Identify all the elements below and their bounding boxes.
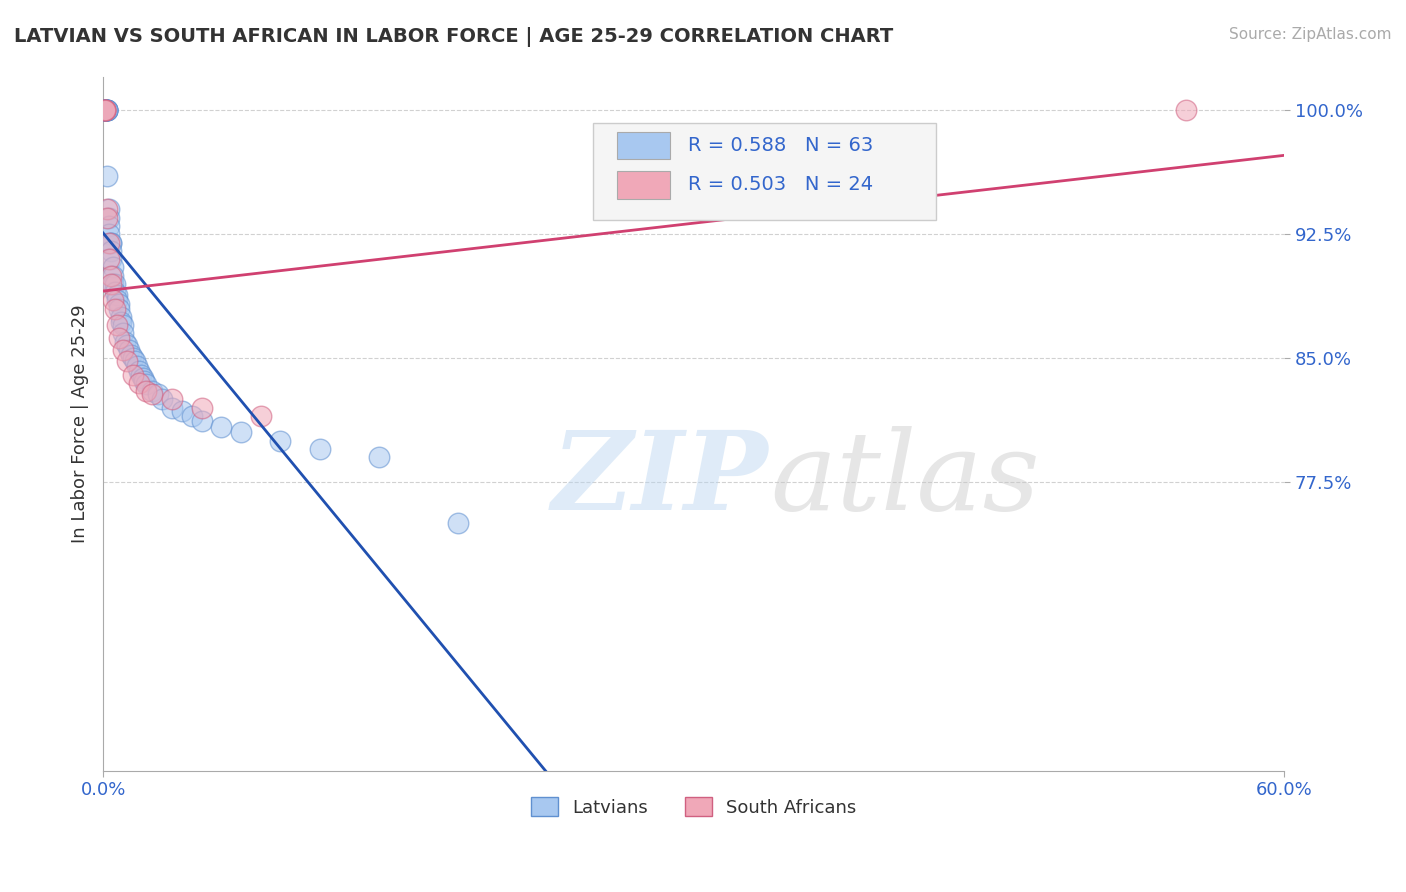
Text: atlas: atlas — [770, 425, 1040, 533]
Point — [94, 103, 117, 118]
Point — [101, 260, 124, 275]
Point — [118, 343, 141, 357]
Point — [108, 301, 131, 316]
Point — [98, 219, 121, 233]
Point — [104, 277, 127, 291]
Point — [446, 516, 468, 530]
Point — [1175, 103, 1198, 118]
Point — [124, 354, 146, 368]
Point — [160, 401, 183, 415]
Point — [308, 442, 330, 456]
Point — [94, 103, 117, 118]
Point — [96, 103, 118, 118]
Point — [114, 334, 136, 349]
Point — [94, 103, 117, 118]
FancyBboxPatch shape — [593, 122, 936, 219]
Point — [94, 103, 117, 118]
Point — [129, 368, 152, 382]
Point — [105, 288, 128, 302]
Point — [108, 296, 131, 310]
Point — [98, 202, 121, 217]
Point — [100, 235, 122, 250]
Point — [120, 348, 142, 362]
Point — [131, 371, 153, 385]
Point — [104, 301, 127, 316]
Point — [96, 103, 118, 118]
Point — [94, 103, 117, 118]
Point — [121, 368, 143, 382]
Point — [229, 425, 252, 440]
Point — [96, 103, 118, 118]
Point — [125, 359, 148, 374]
Point — [115, 338, 138, 352]
Point — [94, 103, 117, 118]
Point — [100, 235, 122, 250]
Point — [115, 354, 138, 368]
Point — [111, 318, 134, 332]
Point — [209, 420, 232, 434]
Point — [94, 103, 117, 118]
Point — [94, 103, 117, 118]
Point — [96, 103, 118, 118]
Text: Source: ZipAtlas.com: Source: ZipAtlas.com — [1229, 27, 1392, 42]
Point — [98, 211, 121, 225]
Point — [96, 103, 118, 118]
Point — [190, 401, 212, 415]
Text: R = 0.588   N = 63: R = 0.588 N = 63 — [688, 136, 873, 155]
Y-axis label: In Labor Force | Age 25-29: In Labor Force | Age 25-29 — [72, 305, 89, 543]
Point — [101, 293, 124, 308]
Point — [98, 235, 121, 250]
Point — [96, 103, 118, 118]
Point — [100, 268, 122, 283]
Point — [111, 326, 134, 341]
Point — [104, 285, 127, 299]
Point — [121, 351, 143, 365]
Point — [141, 384, 163, 398]
Point — [105, 318, 128, 332]
Point — [141, 387, 163, 401]
Point — [94, 103, 117, 118]
Point — [110, 315, 132, 329]
Text: R = 0.503   N = 24: R = 0.503 N = 24 — [688, 176, 873, 194]
Legend: Latvians, South Africans: Latvians, South Africans — [524, 790, 863, 824]
Point — [94, 103, 117, 118]
Point — [98, 252, 121, 266]
Point — [269, 434, 291, 448]
Point — [100, 244, 122, 258]
Point — [111, 343, 134, 357]
Point — [128, 364, 150, 378]
Point — [96, 169, 118, 184]
Point — [94, 103, 117, 118]
Point — [128, 376, 150, 390]
Point — [190, 414, 212, 428]
Point — [135, 384, 157, 398]
Point — [94, 103, 117, 118]
Point — [150, 392, 173, 407]
Point — [96, 202, 118, 217]
Point — [160, 392, 183, 407]
Point — [249, 409, 271, 423]
Point — [96, 211, 118, 225]
Point — [100, 277, 122, 291]
Bar — [617, 171, 671, 199]
Point — [98, 227, 121, 242]
Point — [148, 387, 170, 401]
Point — [170, 404, 193, 418]
Point — [101, 268, 124, 283]
Point — [94, 103, 117, 118]
Point — [100, 252, 122, 266]
Text: LATVIAN VS SOUTH AFRICAN IN LABOR FORCE | AGE 25-29 CORRELATION CHART: LATVIAN VS SOUTH AFRICAN IN LABOR FORCE … — [14, 27, 893, 46]
Point — [135, 377, 157, 392]
Point — [110, 310, 132, 324]
Point — [108, 331, 131, 345]
Point — [101, 277, 124, 291]
Point — [180, 409, 202, 423]
Point — [134, 374, 156, 388]
Point — [367, 450, 389, 464]
Point — [105, 293, 128, 308]
Text: ZIP: ZIP — [553, 425, 769, 533]
Bar — [617, 131, 671, 160]
Point — [94, 103, 117, 118]
